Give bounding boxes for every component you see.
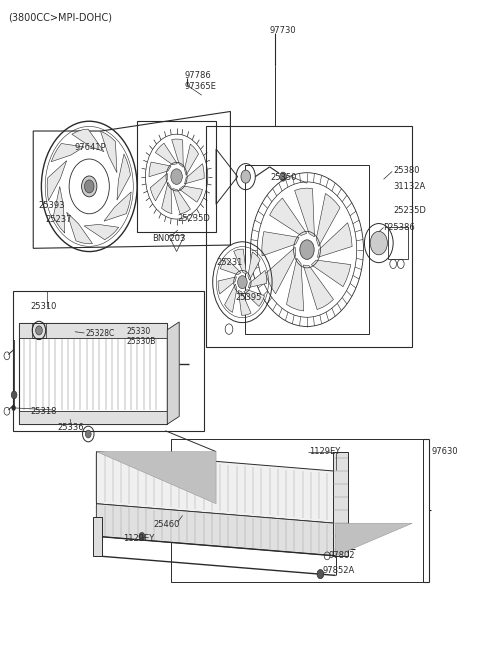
Polygon shape bbox=[104, 192, 131, 221]
Text: 25237: 25237 bbox=[46, 215, 72, 224]
Polygon shape bbox=[270, 198, 307, 236]
Polygon shape bbox=[336, 523, 412, 556]
Polygon shape bbox=[316, 193, 340, 246]
Polygon shape bbox=[96, 452, 336, 523]
Circle shape bbox=[238, 276, 247, 289]
Bar bbox=[245, 165, 369, 334]
Polygon shape bbox=[51, 144, 84, 162]
Text: 1129EY: 1129EY bbox=[123, 534, 154, 543]
Bar bbox=[388, 227, 408, 259]
Text: 97786: 97786 bbox=[185, 71, 212, 80]
Circle shape bbox=[11, 391, 17, 399]
Bar bbox=[19, 323, 167, 424]
Polygon shape bbox=[100, 131, 117, 172]
Bar bbox=[12, 291, 204, 431]
Polygon shape bbox=[67, 212, 93, 244]
Polygon shape bbox=[156, 143, 177, 165]
Polygon shape bbox=[179, 186, 203, 202]
Polygon shape bbox=[317, 223, 352, 257]
Text: 25330B: 25330B bbox=[126, 337, 156, 346]
Text: BN0203: BN0203 bbox=[152, 234, 185, 243]
Text: 97852A: 97852A bbox=[323, 565, 355, 575]
Circle shape bbox=[139, 532, 145, 540]
Text: 25395: 25395 bbox=[235, 293, 262, 302]
Text: 25310: 25310 bbox=[30, 302, 57, 311]
Text: 97630: 97630 bbox=[432, 447, 458, 456]
Text: 25380: 25380 bbox=[393, 166, 420, 174]
Bar bbox=[333, 452, 348, 556]
Polygon shape bbox=[184, 144, 199, 175]
Text: P25386: P25386 bbox=[384, 223, 415, 232]
Text: 25330: 25330 bbox=[126, 327, 150, 336]
Polygon shape bbox=[295, 188, 314, 237]
Polygon shape bbox=[218, 277, 237, 294]
Circle shape bbox=[317, 569, 324, 579]
Bar bbox=[206, 126, 412, 347]
Polygon shape bbox=[184, 164, 204, 184]
Bar bbox=[93, 517, 102, 556]
Polygon shape bbox=[225, 284, 237, 312]
Circle shape bbox=[171, 169, 182, 184]
Bar bbox=[19, 411, 167, 424]
Text: 97802: 97802 bbox=[328, 551, 355, 560]
Text: 25318: 25318 bbox=[30, 407, 57, 416]
Circle shape bbox=[370, 231, 387, 255]
Polygon shape bbox=[303, 265, 334, 310]
Polygon shape bbox=[96, 503, 336, 556]
Text: (3800CC>MPI-DOHC): (3800CC>MPI-DOHC) bbox=[8, 12, 112, 22]
Polygon shape bbox=[53, 187, 65, 233]
Text: 25231: 25231 bbox=[216, 258, 242, 267]
Polygon shape bbox=[167, 322, 179, 424]
Text: 25350: 25350 bbox=[270, 174, 297, 182]
Circle shape bbox=[300, 240, 314, 259]
Text: 31132A: 31132A bbox=[393, 182, 425, 191]
Polygon shape bbox=[149, 162, 171, 177]
Polygon shape bbox=[287, 258, 304, 311]
Polygon shape bbox=[239, 291, 251, 315]
Text: 25235D: 25235D bbox=[393, 206, 426, 215]
Polygon shape bbox=[150, 174, 168, 201]
Polygon shape bbox=[96, 452, 216, 503]
Circle shape bbox=[82, 176, 97, 197]
Circle shape bbox=[85, 430, 91, 438]
Bar bbox=[32, 323, 46, 338]
Text: 1129EY: 1129EY bbox=[309, 447, 340, 456]
Text: 25328C: 25328C bbox=[86, 328, 115, 338]
Polygon shape bbox=[234, 249, 246, 274]
Text: 97365E: 97365E bbox=[185, 82, 217, 91]
Polygon shape bbox=[117, 154, 131, 200]
Text: 25460: 25460 bbox=[153, 520, 179, 529]
Bar bbox=[19, 323, 167, 338]
Polygon shape bbox=[265, 247, 296, 294]
Polygon shape bbox=[72, 129, 104, 151]
Polygon shape bbox=[47, 161, 67, 200]
Polygon shape bbox=[248, 270, 267, 287]
Text: 97730: 97730 bbox=[270, 25, 296, 35]
Polygon shape bbox=[262, 232, 299, 256]
Text: 25336: 25336 bbox=[57, 423, 84, 432]
Circle shape bbox=[36, 326, 42, 335]
Circle shape bbox=[84, 180, 94, 193]
Polygon shape bbox=[248, 252, 260, 280]
Polygon shape bbox=[173, 189, 191, 214]
Circle shape bbox=[280, 172, 287, 181]
Polygon shape bbox=[312, 260, 351, 287]
Polygon shape bbox=[84, 225, 119, 240]
Polygon shape bbox=[244, 290, 264, 306]
Polygon shape bbox=[162, 182, 172, 214]
Polygon shape bbox=[172, 139, 183, 167]
Text: 25393: 25393 bbox=[38, 201, 64, 210]
Circle shape bbox=[12, 406, 15, 411]
Text: 97641P: 97641P bbox=[75, 143, 107, 151]
Circle shape bbox=[241, 170, 251, 183]
Bar bbox=[137, 121, 216, 232]
Polygon shape bbox=[220, 258, 241, 275]
Text: 25235D: 25235D bbox=[178, 214, 211, 223]
